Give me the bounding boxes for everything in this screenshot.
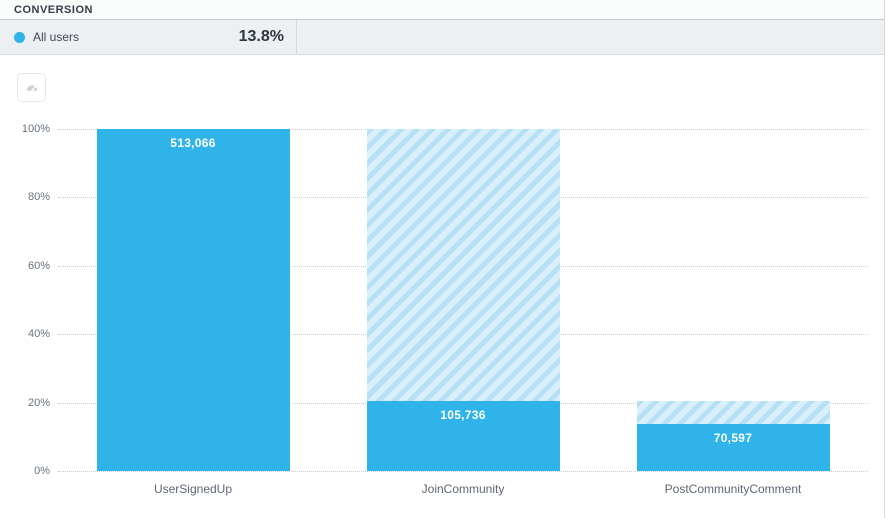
- gridline-0%: [58, 471, 868, 472]
- y-tick-label-60%: 60%: [27, 259, 50, 272]
- legend-cell-all-users[interactable]: All users 13.8%: [0, 20, 297, 54]
- bar-value-label-JoinCommunity: 105,736: [440, 407, 486, 422]
- gauge-icon: [24, 80, 40, 96]
- series-dot-icon: [14, 31, 25, 43]
- x-category-label-PostCommunityComment: PostCommunityComment: [664, 482, 802, 496]
- funnel-bar-JoinCommunity[interactable]: 105,736: [366, 400, 560, 471]
- funnel-chart-area: 0% 20% 40% 60% 80% 100% 513,066 UserSignedUp 105…: [0, 55, 884, 517]
- y-tick-label-20%: 20%: [27, 396, 50, 409]
- y-tick-label-0%: 0%: [34, 465, 50, 477]
- x-category-label-UserSignedUp: UserSignedUp: [153, 482, 233, 496]
- funnel-bar-PostCommunityComment[interactable]: 70,597: [636, 423, 830, 471]
- legend-row: All users 13.8%: [0, 20, 884, 55]
- legend-row-spacer: [297, 20, 884, 54]
- y-tick-label-100%: 100%: [21, 123, 50, 135]
- bar-value-label-PostCommunityComment: 70,597: [713, 430, 753, 445]
- panel-header: CONVERSION: [0, 0, 884, 20]
- y-tick-label-80%: 80%: [27, 191, 50, 204]
- funnel-bar-UserSignedUp[interactable]: 513,066: [96, 129, 290, 471]
- y-tick-label-40%: 40%: [27, 328, 50, 341]
- overall-conversion-value: 13.8%: [238, 28, 284, 45]
- gauge-button[interactable]: [17, 73, 46, 102]
- bar-value-label-UserSignedUp: 513,066: [170, 136, 216, 150]
- series-label: All users: [33, 30, 80, 44]
- x-category-label-JoinCommunity: JoinCommunity: [421, 482, 505, 496]
- panel-title: CONVERSION: [14, 3, 93, 16]
